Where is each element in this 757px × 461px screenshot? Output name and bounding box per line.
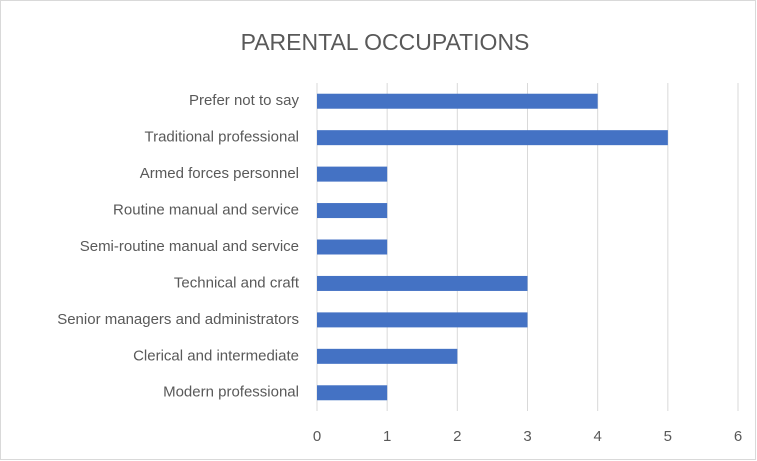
y-tick-label: Routine manual and service <box>113 202 299 219</box>
x-tick-label: 0 <box>313 428 321 445</box>
bar <box>317 275 528 291</box>
bar <box>317 385 388 401</box>
chart-title: PARENTAL OCCUPATIONS <box>241 29 530 55</box>
y-tick-label: Traditional professional <box>144 129 299 146</box>
y-tick-label: Senior managers and administrators <box>57 311 299 328</box>
y-tick-label: Semi-routine manual and service <box>80 238 299 255</box>
bar <box>317 239 388 255</box>
bar <box>317 166 388 182</box>
x-tick-label: 5 <box>664 428 672 445</box>
x-tick-label: 1 <box>383 428 391 445</box>
y-tick-label: Prefer not to say <box>189 92 300 109</box>
bar <box>317 130 668 146</box>
y-tick-label: Modern professional <box>163 384 299 401</box>
bar <box>317 93 598 109</box>
y-tick-label: Technical and craft <box>174 274 300 291</box>
bar <box>317 312 528 328</box>
x-tick-label: 4 <box>593 428 601 445</box>
bar <box>317 203 388 219</box>
x-tick-label: 2 <box>453 428 461 445</box>
bar <box>317 348 458 364</box>
y-tick-label: Armed forces personnel <box>140 165 299 182</box>
x-tick-label: 6 <box>734 428 742 445</box>
x-tick-label: 3 <box>523 428 531 445</box>
y-tick-label: Clerical and intermediate <box>133 347 299 364</box>
